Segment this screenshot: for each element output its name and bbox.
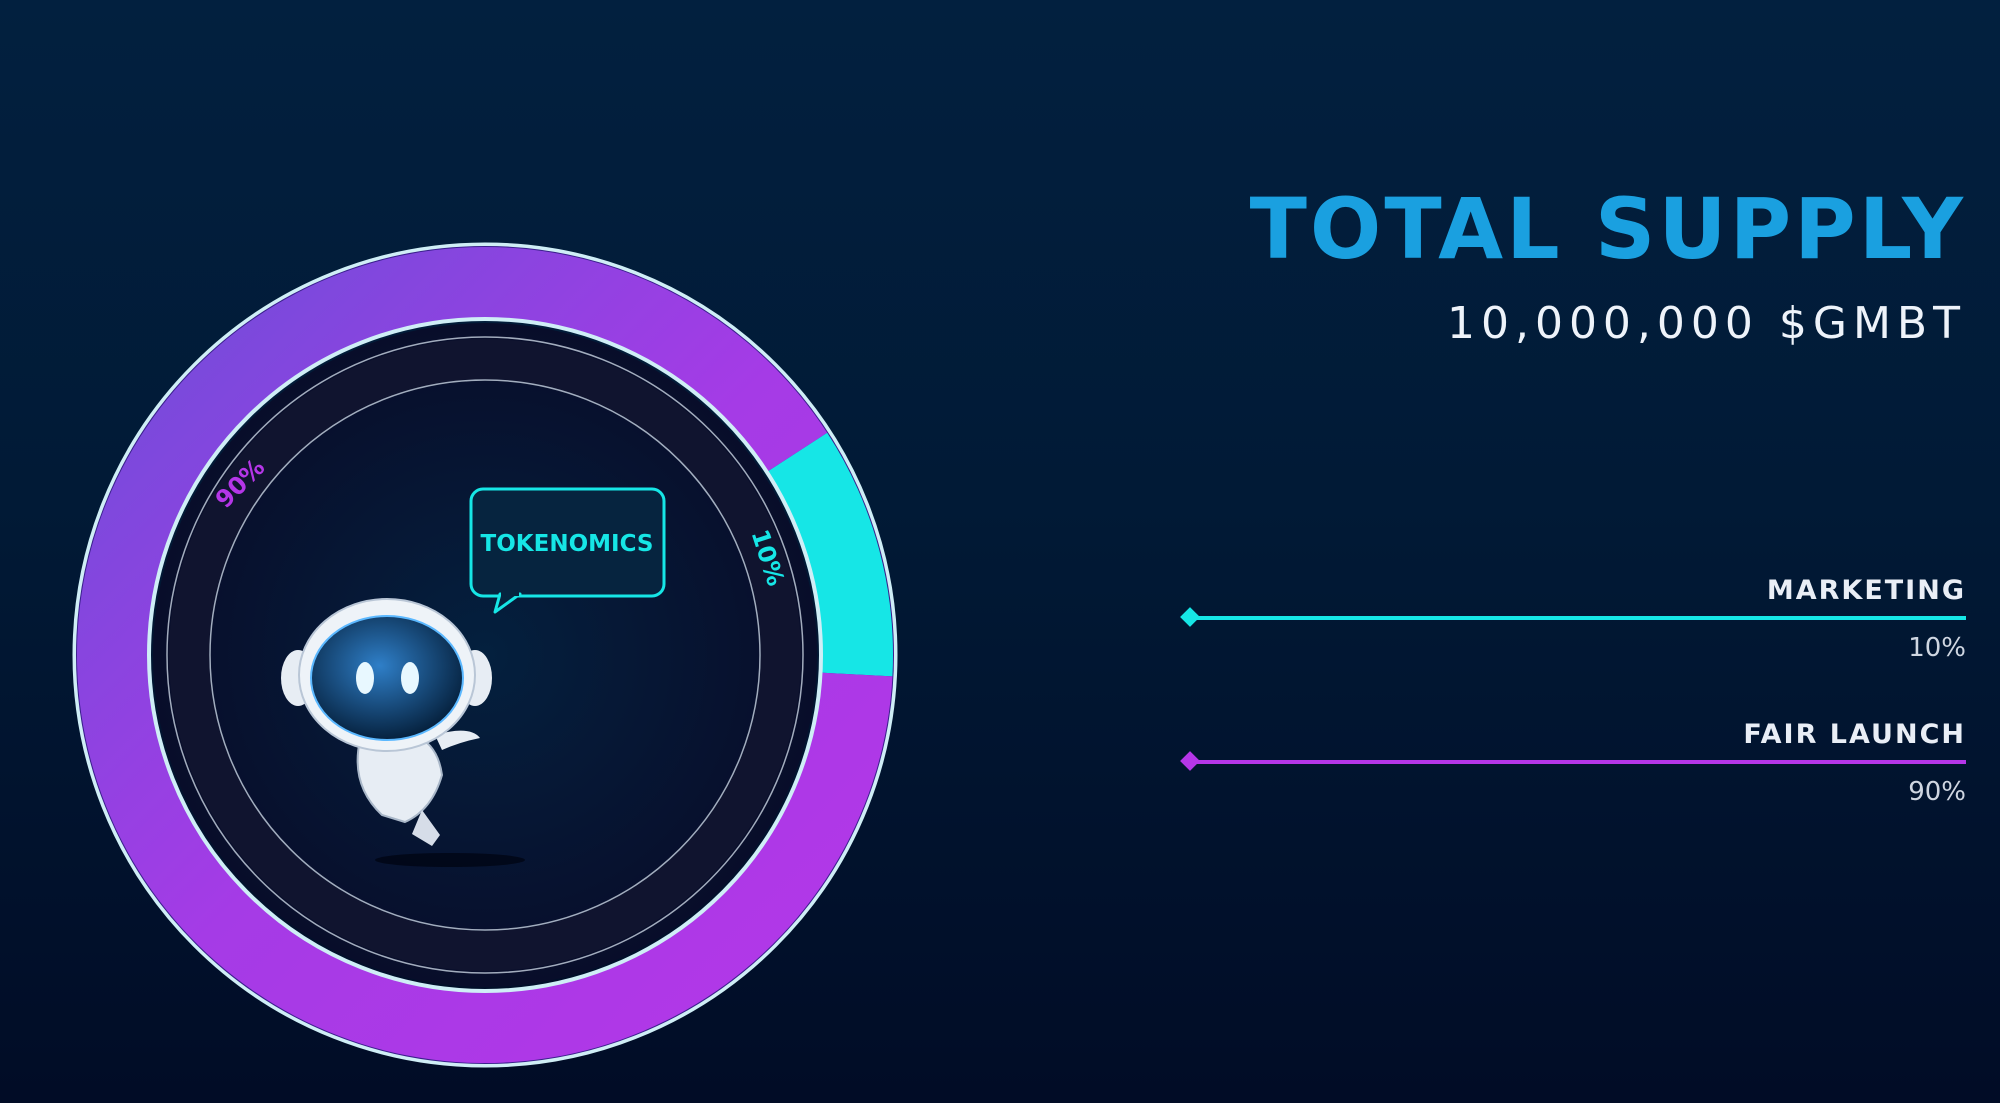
legend-fair-launch-line [1193, 760, 1966, 764]
outer-ring-border [72, 242, 898, 1068]
total-supply-value: 10,000,000 $GMBT [1446, 298, 1966, 349]
slice-marketing [766, 432, 893, 677]
legend-marketing: MARKETING 10% [1180, 575, 1966, 695]
legend-marketing-label: MARKETING [1766, 575, 1966, 606]
legend-fair-launch-value: 90% [1908, 777, 1966, 807]
inner-circle-line-inner [209, 379, 761, 931]
robot-eye-left [356, 662, 374, 694]
inner-circle-line-outer [166, 336, 804, 974]
inner-ring-border [147, 317, 823, 993]
speech-bubble-text: TOKENOMICS [481, 531, 654, 557]
chart-inner-area [153, 323, 817, 987]
legend-marketing-value: 10% [1908, 633, 1966, 663]
speech-bubble: TOKENOMICS [469, 487, 666, 614]
robot-shadow [375, 853, 525, 867]
robot-body [356, 733, 444, 824]
legend-fair-launch-diamond-icon [1180, 751, 1200, 771]
robot-mascot [281, 598, 525, 867]
inner-track-ring [169, 339, 801, 971]
total-supply-title: TOTAL SUPPLY [1249, 180, 1966, 278]
robot-leg [412, 810, 440, 846]
tokenomics-donut-chart: 10%90% TOKENOMICS [72, 242, 898, 1068]
legend-marketing-line [1193, 616, 1966, 620]
legend-fair-launch-label: FAIR LAUNCH [1743, 719, 1966, 750]
legend-fair-launch: FAIR LAUNCH 90% [1180, 719, 1966, 839]
legend-marketing-diamond-icon [1180, 607, 1200, 627]
robot-arm [435, 730, 480, 750]
robot-eye-right [401, 662, 419, 694]
robot-face [310, 615, 464, 741]
